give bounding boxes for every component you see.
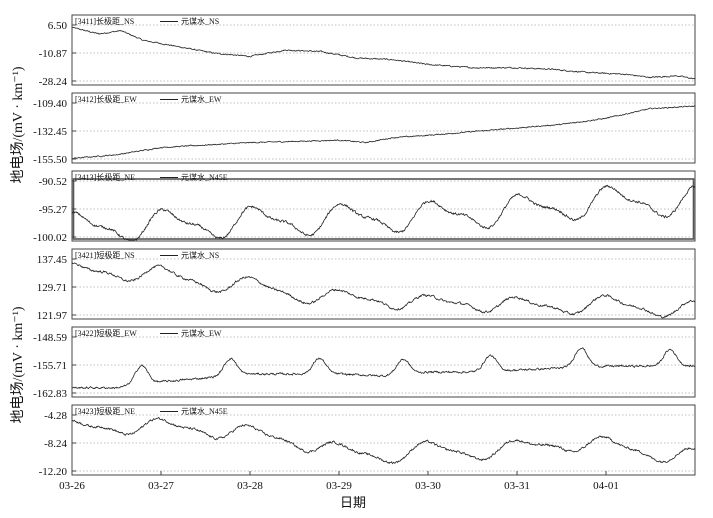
- series-line: [71, 416, 696, 465]
- y-tick-label: -12.20: [39, 466, 68, 478]
- y-tick-label: -8.24: [44, 438, 67, 450]
- x-tick-label: 03-29: [326, 480, 352, 492]
- series-line: [71, 105, 696, 160]
- panel-frame: [71, 170, 696, 242]
- x-tick-label: 03-30: [415, 480, 441, 492]
- y-tick-label: -95.27: [39, 204, 68, 216]
- legend-entry: 元谋水_N45E: [181, 406, 228, 416]
- y-tick-label: -109.40: [33, 98, 67, 110]
- y-axis-title-top: 地电场/(mV · km⁻¹): [10, 66, 26, 183]
- panel-station-label: [3421]短极距_NS: [75, 250, 135, 260]
- panel-frame: [71, 326, 696, 398]
- legend-entry: 元谋水_NS: [181, 250, 219, 260]
- y-tick-label: -90.52: [39, 176, 67, 188]
- panel-station-label: [3413]长极距_NE: [75, 172, 135, 182]
- x-tick-label: 03-26: [59, 480, 85, 492]
- legend-entry: 元谋水_NS: [181, 16, 219, 26]
- y-tick-label: -4.28: [44, 410, 67, 422]
- panel-frame: [71, 248, 696, 320]
- y-tick-label: -100.02: [33, 232, 67, 244]
- panel-station-label: [3422]短极距_EW: [75, 328, 137, 338]
- panel-frame: [71, 404, 696, 476]
- panel-6: -4.28 -8.24 -12.20 [3423]短极距_NE 元谋水_N45E: [39, 404, 696, 478]
- series-line: [71, 184, 696, 241]
- panel-station-label: [3411]长极距_NS: [75, 16, 134, 26]
- highlight-box: [72, 178, 695, 240]
- y-tick-label: -28.24: [39, 76, 68, 88]
- y-tick-label: 129.71: [37, 282, 67, 294]
- x-tick-label: 03-28: [237, 480, 263, 492]
- y-tick-label: 137.45: [37, 254, 68, 266]
- series-line: [71, 347, 696, 390]
- panel-4: 137.45 129.71 121.97 [3421]短极距_NS 元谋水_NS: [37, 248, 696, 322]
- series-line: [71, 262, 696, 319]
- panel-3: -90.52 -95.27 -100.02 [3413]长极距_NE 元谋水_N45E: [33, 170, 696, 244]
- legend-entry: 元谋水_EW: [181, 94, 222, 104]
- y-tick-label: 121.97: [37, 310, 68, 322]
- panel-frame: [71, 14, 696, 86]
- y-tick-label: -162.83: [33, 388, 67, 400]
- x-tick-label: 03-27: [148, 480, 174, 492]
- panel-5: -148.59 -155.71 -162.83 [3422]短极距_EW 元谋水_EW: [33, 326, 696, 400]
- panel-frame: [71, 92, 696, 164]
- x-tick-label: 04-01: [593, 480, 619, 492]
- y-tick-label: -132.45: [33, 126, 67, 138]
- panel-station-label: [3423]短极距_NE: [75, 406, 135, 416]
- x-axis-title: 日期: [340, 495, 366, 510]
- legend-entry: 元谋水_EW: [181, 328, 222, 338]
- y-tick-label: -155.50: [33, 154, 67, 166]
- y-tick-label: 6.50: [48, 20, 68, 32]
- panel-station-label: [3412]长极距_EW: [75, 94, 137, 104]
- y-tick-label: -10.87: [39, 48, 68, 60]
- y-tick-label: -148.59: [33, 332, 67, 344]
- chart-panels: 6.50 -10.87 -28.24 [3411]长极距_NS 元谋水_NS -109.4…: [33, 14, 696, 478]
- panel-2: -109.40 -132.45 -155.50 [3412]长极距_EW 元谋水_EW: [33, 92, 696, 166]
- panel-1: 6.50 -10.87 -28.24 [3411]长极距_NS 元谋水_NS: [39, 14, 696, 88]
- y-axis-title-bottom: 地电场/(mV · km⁻¹): [10, 306, 26, 423]
- series-line: [71, 26, 696, 80]
- x-tick-label: 03-31: [504, 480, 530, 492]
- y-tick-label: -155.71: [33, 360, 67, 372]
- x-axis: 03-26 03-27 03-28 03-29 03-30 03-31 04-01: [59, 471, 619, 492]
- legend-entry: 元谋水_N45E: [181, 172, 228, 182]
